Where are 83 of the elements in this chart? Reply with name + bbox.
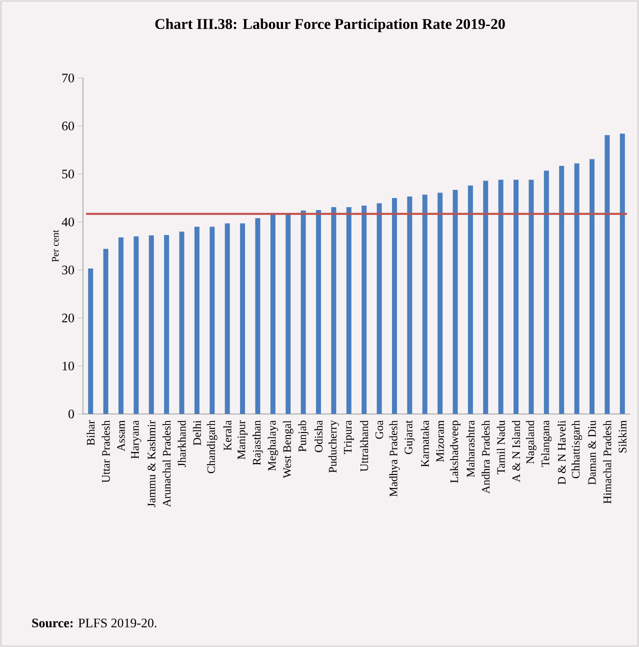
x-tick-label: Odisha xyxy=(314,420,323,452)
x-tick-label: D & N Haveli xyxy=(558,420,566,484)
bar xyxy=(574,163,580,414)
x-tick-label: Uttar Pradesh xyxy=(102,420,110,483)
bar xyxy=(103,248,108,414)
bar xyxy=(331,207,336,414)
y-tick-label: 30 xyxy=(62,266,74,274)
x-tick-label: West Bengal xyxy=(282,420,294,478)
x-tick-label: Arunachal Pradesh xyxy=(162,420,171,507)
x-tick-label: Rajasthan xyxy=(252,420,263,466)
x-tick-label: Himachal Pradesh xyxy=(603,420,612,504)
bar xyxy=(376,203,382,414)
bar xyxy=(468,186,473,414)
y-tick-label: 40 xyxy=(62,218,74,226)
bar xyxy=(118,237,124,414)
bar xyxy=(528,180,534,414)
x-tick-label: Goa xyxy=(375,420,384,439)
x-tick-label: Lakshadweep xyxy=(450,420,460,483)
bar xyxy=(148,235,154,414)
bar xyxy=(362,206,367,414)
bar xyxy=(286,213,291,414)
x-tick-label: Sikkim xyxy=(618,420,626,453)
bar xyxy=(514,180,519,414)
y-tick-label: 0 xyxy=(68,410,74,418)
x-tick-label: A & N Island xyxy=(512,420,520,482)
bar xyxy=(392,198,397,414)
x-tick-label: Assam xyxy=(117,420,125,452)
x-tick-label: Kerala xyxy=(223,420,232,450)
x-tick-label: Tamil Nadu xyxy=(496,420,505,474)
y-axis-title: Per cent xyxy=(52,230,59,262)
x-tick-label: Jammu & Kashmir xyxy=(147,420,156,508)
bar xyxy=(224,223,230,414)
x-tick-label: Meghalaya xyxy=(268,420,278,471)
bar xyxy=(422,194,428,414)
x-tick-label: Nagaland xyxy=(526,420,536,464)
x-tick-label: Daman & Diu xyxy=(588,420,596,485)
bar xyxy=(483,180,488,414)
x-tick-label: Gujarat xyxy=(404,420,415,454)
bar xyxy=(544,170,549,414)
text: Source: PLFS 2019-20. xyxy=(32,618,156,628)
y-tick-label: 20 xyxy=(62,314,74,322)
x-tick-label: Tripura xyxy=(344,420,354,454)
bar xyxy=(194,226,200,414)
y-tick-label: 10 xyxy=(62,362,74,370)
y-tick-label: 50 xyxy=(62,170,74,178)
x-tick-label: Delhi xyxy=(192,420,201,446)
x-tick-label: Maharashtra xyxy=(466,420,474,478)
chart-title: Chart III.38: Labour Force Participation Rate 2019-20 xyxy=(155,18,505,32)
x-tick-label: Andhra Pradesh xyxy=(482,420,490,494)
x-tick-label: Telangana xyxy=(541,420,552,467)
bar xyxy=(407,196,412,414)
x-tick-label: Chandigarh xyxy=(206,420,218,474)
bar xyxy=(270,214,276,414)
bar xyxy=(559,166,564,414)
bar xyxy=(255,218,260,414)
x-tick-label: Jharkhand xyxy=(178,420,186,468)
bar xyxy=(88,268,94,414)
bar xyxy=(438,192,443,414)
bar xyxy=(164,234,170,414)
x-tick-label: Chhattisgarh xyxy=(572,420,582,478)
bar xyxy=(590,159,595,414)
bar xyxy=(620,134,625,414)
x-tick-label: Manipur xyxy=(238,420,248,460)
y-tick-label: 70 xyxy=(62,74,74,82)
bar xyxy=(604,135,610,414)
x-tick-label: Mizoram xyxy=(436,420,444,462)
bar xyxy=(179,232,184,414)
x-tick-label: Uttrakhand xyxy=(360,420,368,472)
bar xyxy=(300,210,306,414)
bar xyxy=(316,210,322,414)
x-tick-label: Bihar xyxy=(86,420,95,446)
x-tick-label: Puducherry xyxy=(328,420,339,473)
x-tick-label: Karnataka xyxy=(420,420,429,467)
bar xyxy=(210,226,215,414)
y-tick-label: 60 xyxy=(62,122,74,130)
bar xyxy=(134,236,139,414)
x-tick-label: Haryana xyxy=(131,420,142,459)
bar xyxy=(240,223,246,414)
bar xyxy=(346,207,352,414)
x-tick-label: Madhya Pradesh xyxy=(389,420,400,497)
bar xyxy=(452,190,458,414)
x-tick-label: Punjab xyxy=(298,420,309,452)
bar xyxy=(498,180,504,414)
